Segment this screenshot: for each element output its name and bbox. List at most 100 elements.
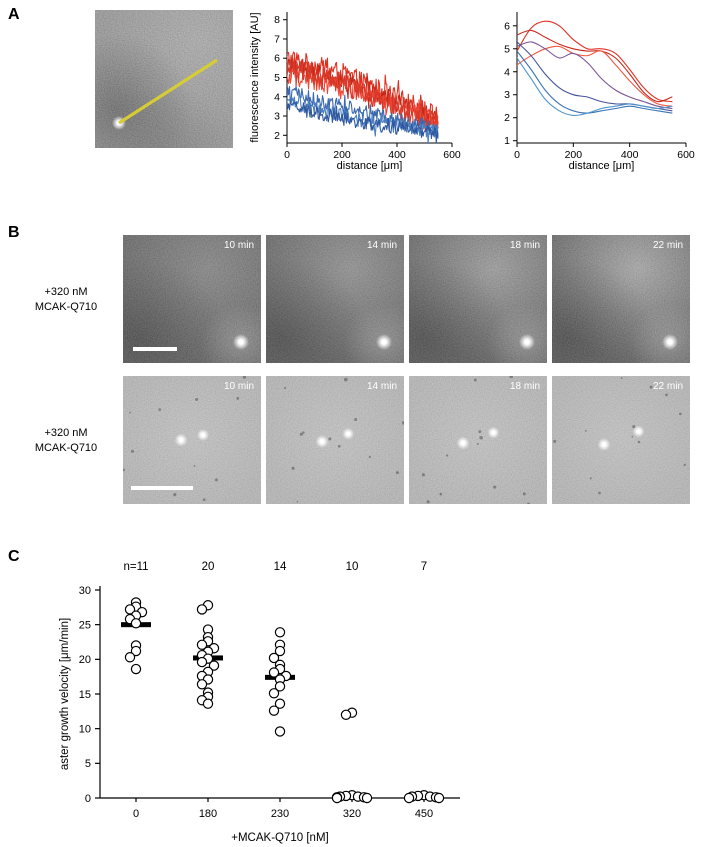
panel-b-micrograph-row2-frame2: 14 min xyxy=(266,376,404,504)
data-point xyxy=(268,705,280,716)
micrograph-image xyxy=(266,376,404,504)
x-axis-label: +MCAK-Q710 [nM] xyxy=(231,832,328,844)
data-point xyxy=(268,688,280,699)
y-tick-label: 20 xyxy=(79,654,91,666)
scale-bar xyxy=(133,347,177,351)
aster-center xyxy=(179,438,183,442)
trace-line xyxy=(517,45,673,107)
data-point xyxy=(274,698,286,709)
panel-b-micrograph-row1-frame4: 22 min xyxy=(552,235,690,363)
y-tick-label: 25 xyxy=(79,619,91,631)
speckle xyxy=(649,385,653,389)
data-point xyxy=(202,698,214,709)
micrograph-grain xyxy=(552,376,690,504)
y-tick-label: 0 xyxy=(85,793,91,805)
y-tick-label: 2 xyxy=(504,112,510,124)
y-tick-label: 1 xyxy=(504,135,510,147)
panel-b-micrograph-row2-frame3: 18 min xyxy=(409,376,547,504)
speckle xyxy=(368,455,371,459)
condition-line: +320 nM xyxy=(44,286,88,298)
data-point xyxy=(196,679,208,690)
trace-line xyxy=(517,41,673,110)
y-tick-label: 7 xyxy=(274,33,280,45)
speckle xyxy=(242,376,247,379)
speckle xyxy=(493,485,497,489)
condition-line: MCAK-Q710 xyxy=(34,441,98,454)
y-tick-label: 6 xyxy=(504,20,510,32)
data-point xyxy=(124,652,136,663)
speckle xyxy=(421,473,425,477)
data-point xyxy=(403,792,415,804)
timepoint-label: 18 min xyxy=(509,240,540,251)
y-tick-label: 4 xyxy=(274,91,280,103)
y-axis-label: aster growth velocity [μm/min] xyxy=(59,618,71,770)
panel-b-micrograph-row1-frame1: 10 min xyxy=(123,235,261,363)
condition-line: +320 nM xyxy=(44,427,88,439)
speckle xyxy=(402,421,404,425)
speckle xyxy=(620,377,623,379)
aster-center xyxy=(238,339,244,345)
aster-center xyxy=(346,432,350,436)
x-tick-label: 0 xyxy=(284,149,290,161)
speckle xyxy=(439,492,443,496)
panel-a-label: A xyxy=(8,6,20,23)
x-tick-label: 200 xyxy=(333,149,351,161)
data-point xyxy=(196,656,208,668)
n-count-label: 14 xyxy=(274,561,287,573)
micrograph-image xyxy=(266,235,404,363)
speckle xyxy=(553,439,557,443)
panel-b-row2-condition: +320 nM MCAK-Q710 xyxy=(14,426,118,456)
trace-line xyxy=(287,101,439,144)
data-point xyxy=(340,709,352,720)
n-count-label: 20 xyxy=(202,561,215,573)
panel-b-micrograph-row2-frame1: 10 min xyxy=(123,376,261,504)
micrograph-grain xyxy=(266,376,404,504)
aster-center xyxy=(320,439,324,444)
speckle xyxy=(354,417,358,422)
data-point xyxy=(361,792,373,804)
timepoint-label: 10 min xyxy=(223,381,254,392)
y-tick-label: 3 xyxy=(504,89,510,101)
panel-a-micrograph xyxy=(95,10,233,148)
data-point xyxy=(208,660,220,671)
traces-group xyxy=(517,20,673,117)
x-tick-label: 600 xyxy=(443,149,461,161)
speckle xyxy=(202,498,206,502)
y-tick-label: 4 xyxy=(504,66,510,78)
category-tick-label: 180 xyxy=(199,808,217,820)
x-tick-label: 400 xyxy=(388,149,406,161)
aster-center xyxy=(381,339,387,345)
timepoint-label: 22 min xyxy=(652,240,683,251)
speckle xyxy=(679,412,682,416)
speckle xyxy=(683,463,686,467)
speckle xyxy=(283,386,286,390)
micrograph-image xyxy=(409,376,547,504)
trace-line xyxy=(287,55,439,133)
category-tick-label: 0 xyxy=(133,808,139,820)
y-tick-label: 3 xyxy=(274,111,280,123)
speckle xyxy=(584,429,587,432)
n-count-label: 10 xyxy=(346,561,359,573)
speckle xyxy=(236,396,240,400)
data-point xyxy=(274,681,286,692)
data-point xyxy=(130,663,142,675)
speckle xyxy=(426,500,430,504)
panel-c-dot-plot: 0 5 10 15 20 25 30 0 n=11 180 20 230 14 320 10 450 7 +MCA… xyxy=(59,561,460,844)
panel-a-micrograph-image xyxy=(95,10,233,148)
speckle xyxy=(158,408,162,411)
data-point xyxy=(130,618,142,629)
data-point xyxy=(268,667,280,678)
aster-center xyxy=(201,433,205,437)
trace-line xyxy=(517,57,673,117)
speckle xyxy=(195,397,199,402)
category-tick-label: 320 xyxy=(343,808,361,820)
data-point xyxy=(196,639,208,650)
x-axis-label: distance [μm] xyxy=(569,160,635,172)
data-point xyxy=(433,792,445,804)
y-tick-label: 6 xyxy=(274,53,280,65)
speckle xyxy=(637,440,641,444)
micrograph-grain xyxy=(123,376,261,504)
data-point xyxy=(274,627,286,638)
x-tick-label: 600 xyxy=(677,149,695,161)
